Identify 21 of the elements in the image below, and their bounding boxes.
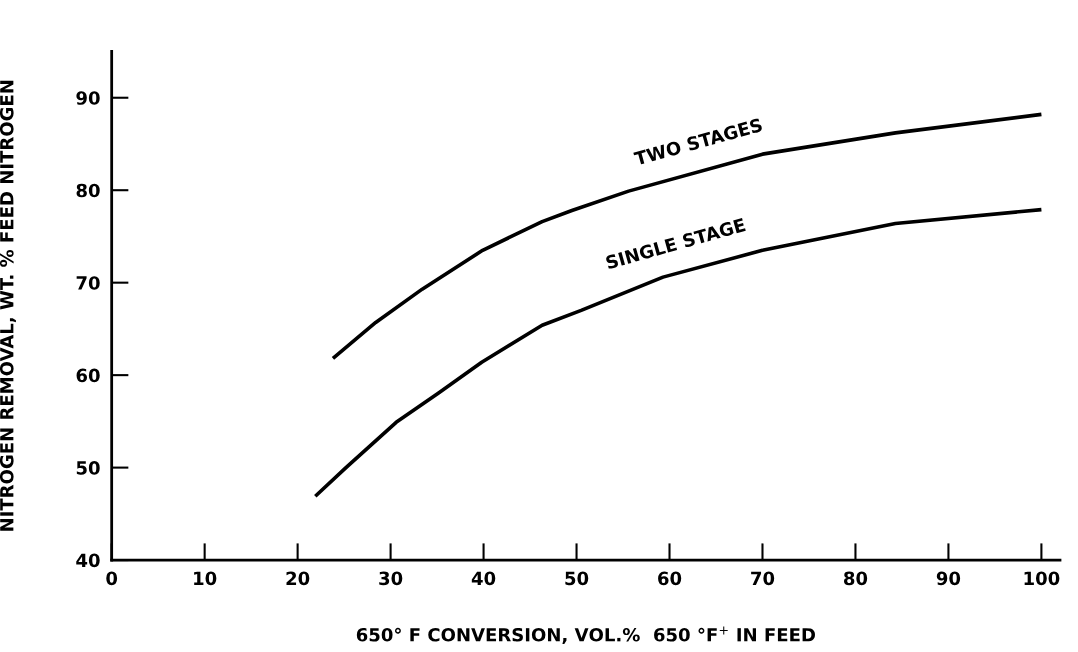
x-tick-label: 70: [751, 571, 775, 586]
x-tick-label: 40: [471, 571, 496, 586]
x-tick-label: 80: [844, 571, 868, 586]
y-tick-label: 60: [76, 368, 100, 383]
y-tick-label: 50: [76, 461, 100, 475]
x-tick-label: 10: [194, 571, 217, 586]
y-tick-label: 40: [76, 553, 100, 568]
x-tick-label: 0: [106, 571, 118, 586]
line-series: [313, 207, 1044, 499]
x-tick-label: 30: [379, 571, 403, 586]
x-tick-label: 20: [286, 571, 310, 586]
x-tick-label: 50: [565, 571, 589, 586]
y-tick-label: 90: [76, 91, 100, 105]
y-tick-label: 70: [76, 276, 100, 290]
x-tick-label: 90: [936, 571, 961, 586]
x-tick-label: 100: [1024, 571, 1060, 586]
line-series: [331, 112, 1044, 361]
x-axis-title: 650° F CONVERSION, VOL.% 650 °F$^{+}$ IN FEED: [356, 626, 815, 644]
y-axis-title: NITROGEN REMOVAL, WT. % FEED NITROGEN: [0, 80, 16, 531]
x-tick-label: 60: [658, 571, 682, 586]
y-tick-label: 80: [76, 183, 100, 198]
